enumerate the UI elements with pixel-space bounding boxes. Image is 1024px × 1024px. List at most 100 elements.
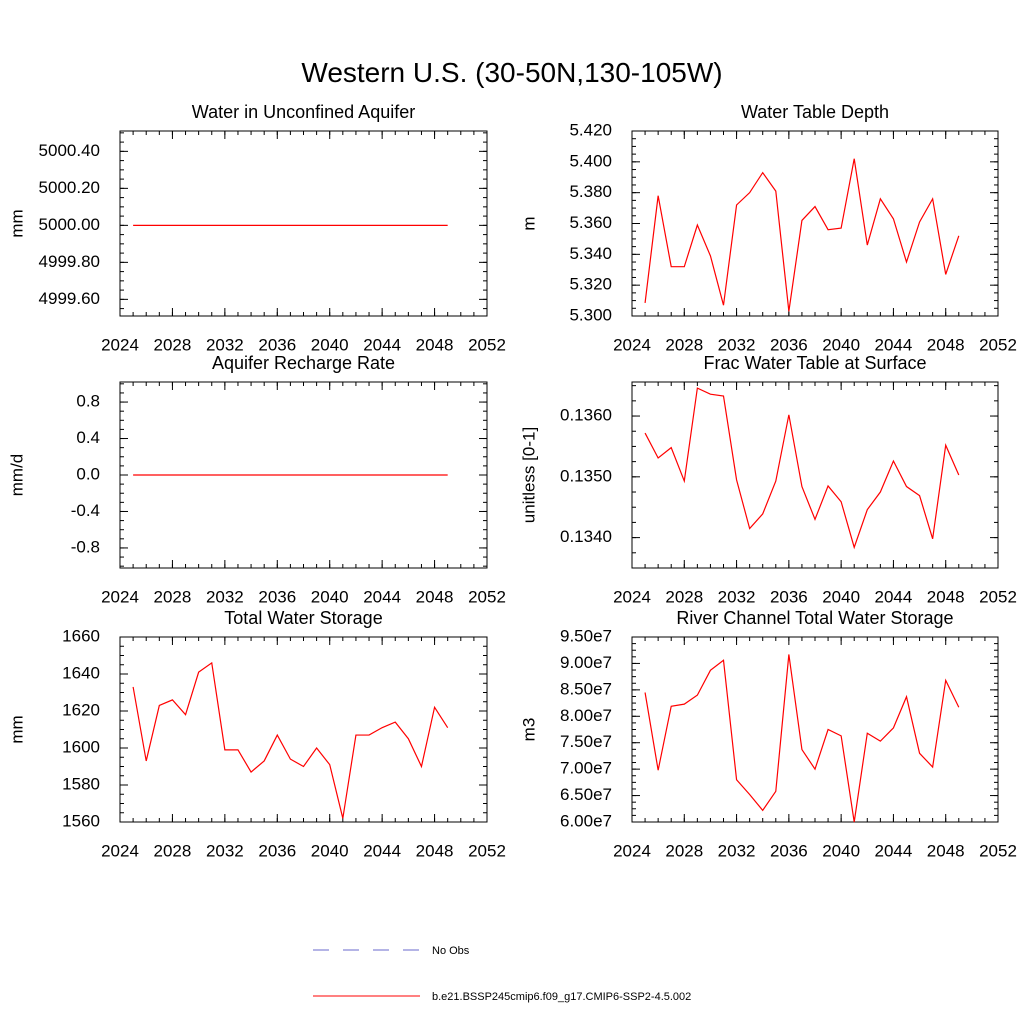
y-tick-label: 5.420	[569, 120, 612, 139]
x-tick-label: 2024	[101, 587, 139, 606]
y-tick-label: 5.320	[569, 275, 612, 294]
x-tick-label: 2024	[613, 335, 651, 354]
x-tick-label: 2024	[613, 841, 651, 860]
plot-frame	[119, 381, 488, 569]
x-tick-label: 2052	[979, 841, 1017, 860]
panel-title: Total Water Storage	[224, 608, 382, 628]
y-tick-label: 5.400	[569, 151, 612, 170]
x-tick-label: 2036	[258, 841, 296, 860]
x-tick-label: 2036	[770, 335, 808, 354]
x-tick-label: 2032	[718, 841, 756, 860]
x-tick-label: 2044	[875, 335, 913, 354]
x-tick-label: 2040	[311, 587, 349, 606]
y-tick-label: 0.0	[76, 464, 100, 483]
x-tick-label: 2052	[979, 587, 1017, 606]
x-tick-label: 2044	[363, 587, 401, 606]
x-tick-label: 2032	[206, 587, 244, 606]
x-tick-label: 2028	[665, 335, 703, 354]
plot-frame	[119, 636, 488, 823]
x-tick-label: 2048	[927, 587, 965, 606]
x-tick-label: 2040	[822, 587, 860, 606]
x-tick-label: 2044	[875, 841, 913, 860]
legend-label: No Obs	[432, 945, 470, 957]
y-tick-label: 0.1340	[560, 527, 612, 546]
plot-frame	[631, 381, 999, 569]
x-tick-label: 2052	[468, 841, 506, 860]
y-tick-label: 1620	[62, 700, 100, 719]
x-tick-label: 2048	[416, 335, 454, 354]
panel-title: Water Table Depth	[741, 102, 889, 122]
x-tick-label: 2048	[927, 841, 965, 860]
y-tick-label: 7.00e7	[560, 759, 612, 778]
data-line	[644, 654, 960, 823]
y-tick-label: -0.8	[71, 537, 100, 556]
data-line	[132, 661, 449, 819]
x-tick-label: 2044	[875, 587, 913, 606]
y-tick-label: 1560	[62, 811, 100, 830]
y-tick-label: 5000.00	[39, 215, 100, 234]
y-tick-label: 0.8	[76, 392, 100, 411]
y-tick-label: 5.340	[569, 244, 612, 263]
x-tick-label: 2044	[363, 841, 401, 860]
y-tick-label: 4999.60	[39, 289, 100, 308]
data-line	[644, 387, 960, 550]
panel-title: Water in Unconfined Aquifer	[192, 102, 415, 122]
x-tick-label: 2040	[822, 841, 860, 860]
x-tick-label: 2028	[154, 335, 192, 354]
y-axis-label: mm/d	[7, 454, 26, 497]
y-tick-label: 5000.40	[39, 141, 100, 160]
y-axis-label: mm	[7, 715, 26, 743]
y-axis-label: m	[519, 216, 538, 230]
x-tick-label: 2040	[822, 335, 860, 354]
y-tick-label: 5.380	[569, 182, 612, 201]
x-tick-label: 2032	[206, 841, 244, 860]
panel-title: River Channel Total Water Storage	[676, 608, 953, 628]
y-axis-label: m3	[519, 718, 538, 742]
y-tick-label: 9.50e7	[560, 626, 612, 645]
x-tick-label: 2036	[770, 587, 808, 606]
plot-frame	[631, 130, 999, 317]
y-tick-label: 1600	[62, 737, 100, 756]
legend-label: b.e21.BSSP245cmip6.f09_g17.CMIP6-SSP2-4.…	[432, 991, 691, 1003]
plot-frame	[119, 130, 488, 317]
x-tick-label: 2048	[416, 587, 454, 606]
x-tick-label: 2032	[718, 335, 756, 354]
x-tick-label: 2024	[101, 841, 139, 860]
plot-frame	[631, 636, 999, 823]
y-tick-label: 1580	[62, 774, 100, 793]
x-tick-label: 2048	[416, 841, 454, 860]
x-tick-label: 2032	[718, 587, 756, 606]
y-tick-label: 6.00e7	[560, 811, 612, 830]
x-tick-label: 2052	[468, 335, 506, 354]
y-tick-label: -0.4	[71, 501, 100, 520]
x-tick-label: 2024	[101, 335, 139, 354]
panel-title: Aquifer Recharge Rate	[212, 353, 395, 373]
x-tick-label: 2044	[363, 335, 401, 354]
x-tick-label: 2028	[154, 587, 192, 606]
x-tick-label: 2040	[311, 335, 349, 354]
y-tick-label: 1660	[62, 626, 100, 645]
y-tick-label: 5000.20	[39, 178, 100, 197]
x-tick-label: 2036	[258, 587, 296, 606]
y-tick-label: 7.50e7	[560, 732, 612, 751]
y-tick-label: 8.50e7	[560, 679, 612, 698]
x-tick-label: 2036	[258, 335, 296, 354]
x-tick-label: 2032	[206, 335, 244, 354]
x-tick-label: 2036	[770, 841, 808, 860]
x-tick-label: 2028	[665, 841, 703, 860]
y-tick-label: 5.300	[569, 305, 612, 324]
y-tick-label: 6.50e7	[560, 785, 612, 804]
panel-title: Frac Water Table at Surface	[703, 353, 926, 373]
x-tick-label: 2048	[927, 335, 965, 354]
x-tick-label: 2024	[613, 587, 651, 606]
x-tick-label: 2052	[979, 335, 1017, 354]
y-tick-label: 5.360	[569, 213, 612, 232]
y-axis-label: unitless [0-1]	[519, 427, 538, 523]
x-tick-label: 2028	[665, 587, 703, 606]
y-tick-label: 0.4	[76, 428, 100, 447]
y-tick-label: 9.00e7	[560, 653, 612, 672]
x-tick-label: 2052	[468, 587, 506, 606]
y-tick-label: 0.1360	[560, 406, 612, 425]
y-tick-label: 0.1350	[560, 466, 612, 485]
x-tick-label: 2028	[154, 841, 192, 860]
